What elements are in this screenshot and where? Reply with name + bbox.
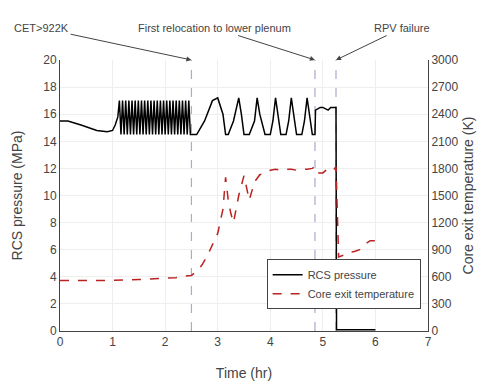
- svg-text:1: 1: [109, 335, 116, 349]
- svg-text:18: 18: [43, 80, 57, 94]
- svg-text:RCS pressure (MPa): RCS pressure (MPa): [9, 131, 25, 261]
- svg-text:20: 20: [43, 53, 57, 67]
- svg-text:7: 7: [425, 335, 432, 349]
- svg-text:RCS pressure: RCS pressure: [308, 269, 377, 281]
- svg-text:CET>922K: CET>922K: [14, 22, 69, 34]
- svg-text:Core exit temperature (K): Core exit temperature (K): [460, 117, 476, 275]
- svg-text:1500: 1500: [431, 189, 458, 203]
- svg-text:2: 2: [162, 335, 169, 349]
- svg-text:First relocation to lower plen: First relocation to lower plenum: [138, 22, 291, 34]
- svg-text:16: 16: [43, 107, 57, 121]
- svg-text:0: 0: [50, 324, 57, 338]
- svg-text:Core exit temperature: Core exit temperature: [308, 288, 414, 300]
- svg-text:10: 10: [43, 189, 57, 203]
- svg-text:0: 0: [431, 324, 438, 338]
- svg-text:900: 900: [431, 243, 451, 257]
- svg-text:1800: 1800: [431, 162, 458, 176]
- svg-text:6: 6: [372, 335, 379, 349]
- svg-text:8: 8: [50, 216, 57, 230]
- svg-text:12: 12: [43, 162, 57, 176]
- svg-text:1200: 1200: [431, 216, 458, 230]
- svg-text:6: 6: [50, 243, 57, 257]
- svg-text:RPV failure: RPV failure: [374, 22, 430, 34]
- svg-text:600: 600: [431, 270, 451, 284]
- svg-text:4: 4: [50, 270, 57, 284]
- svg-text:Time (hr): Time (hr): [216, 365, 272, 381]
- svg-text:300: 300: [431, 297, 451, 311]
- svg-text:0: 0: [57, 335, 64, 349]
- svg-text:2: 2: [50, 297, 57, 311]
- svg-text:2100: 2100: [431, 135, 458, 149]
- svg-text:3000: 3000: [431, 53, 458, 67]
- svg-text:2700: 2700: [431, 80, 458, 94]
- svg-text:5: 5: [320, 335, 327, 349]
- svg-text:2400: 2400: [431, 107, 458, 121]
- svg-text:3: 3: [214, 335, 221, 349]
- svg-text:14: 14: [43, 135, 57, 149]
- svg-text:4: 4: [267, 335, 274, 349]
